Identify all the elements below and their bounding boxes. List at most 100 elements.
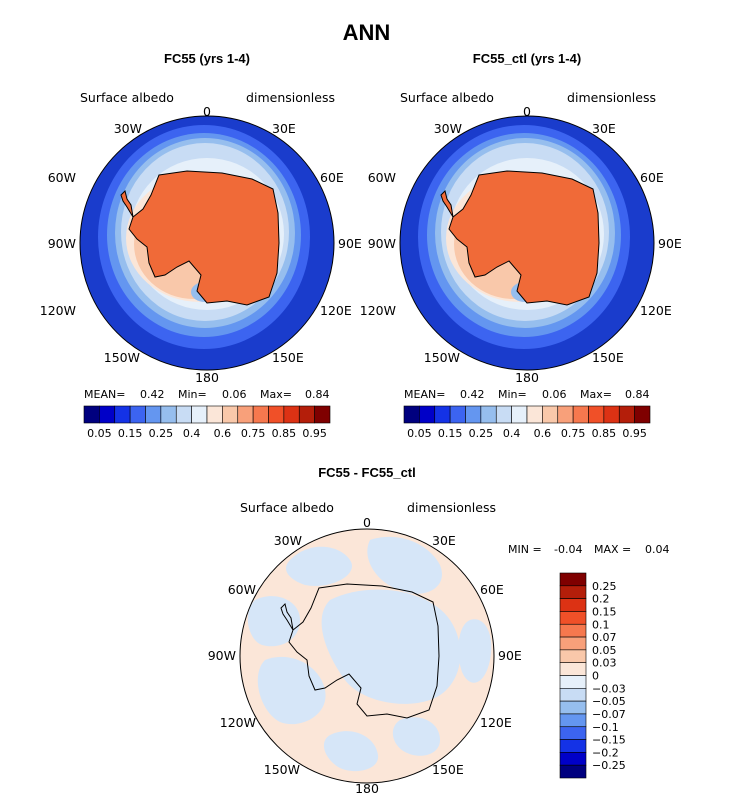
colorbar-tick-label: 0.15: [592, 605, 617, 618]
lon-label: 120W: [360, 303, 396, 318]
colorbar-tick-label: 0.4: [503, 427, 521, 440]
lon-label: 150W: [104, 350, 140, 365]
colorbar-tick-label: −0.2: [592, 746, 619, 759]
max-value: 0.84: [625, 388, 650, 401]
map-boundary: [79, 115, 335, 371]
negative-patch: [367, 536, 442, 594]
lon-label: 0: [363, 515, 371, 530]
colorbar-swatch: [403, 405, 420, 424]
colorbar-tick-label: 0.95: [302, 427, 327, 440]
negative-patch: [392, 717, 440, 756]
colorbar-swatch: [511, 405, 528, 424]
colorbar-tick-label: 0.07: [592, 631, 617, 644]
map-field: [240, 529, 494, 783]
colorbar-swatch: [559, 598, 587, 612]
colorbar-swatch: [419, 405, 436, 424]
colorbar-swatch: [129, 405, 146, 424]
mean-label: MEAN=: [84, 388, 125, 401]
colorbar-tick-label: 0.2: [592, 593, 610, 606]
colorbar-swatch: [449, 405, 466, 424]
colorbar-tick-label: −0.03: [592, 682, 626, 695]
colorbar-swatch: [559, 688, 587, 702]
colorbar-tick-label: −0.15: [592, 734, 626, 747]
panel-title: FC55_ctl (yrs 1-4): [473, 51, 581, 66]
lon-label: 60W: [48, 170, 76, 185]
colorbar-tick-label: 0.6: [214, 427, 232, 440]
lon-label: 150E: [592, 350, 624, 365]
colorbar-tick-label: 0.6: [534, 427, 552, 440]
colorbar-swatch: [222, 405, 239, 424]
colorbar-tick-label: 0.85: [592, 427, 617, 440]
colorbar-tick-label: 0.05: [87, 427, 112, 440]
colorbar-swatch: [298, 405, 315, 424]
map-boundary: [399, 115, 655, 371]
colorbar-tick-label: 0.95: [622, 427, 647, 440]
negative-patch: [321, 589, 461, 704]
colorbar-swatch: [99, 405, 116, 424]
colorbar-swatch: [559, 662, 587, 676]
colorbar-swatch: [559, 713, 587, 728]
lon-label: 120E: [320, 303, 352, 318]
lon-label: 150E: [432, 762, 464, 777]
lon-label: 30E: [592, 121, 616, 136]
lon-label: 150W: [424, 350, 460, 365]
lon-label: 120W: [40, 303, 76, 318]
stats-line: MIN = -0.04 MAX = 0.04: [508, 543, 670, 556]
lon-label: 60E: [640, 170, 664, 185]
lon-label: 30E: [272, 121, 296, 136]
min-value: 0.06: [222, 388, 247, 401]
lon-label: 30E: [432, 533, 456, 548]
mean-label: MEAN=: [404, 388, 445, 401]
colorbar: 0.250.20.150.10.070.050.030−0.03−0.05−0.…: [559, 572, 626, 779]
colorbar-swatch: [559, 585, 587, 599]
lon-label: 180: [515, 370, 539, 385]
lon-label: 30W: [434, 121, 462, 136]
colorbar-swatch: [206, 405, 223, 424]
colorbar-swatch: [559, 675, 587, 689]
lon-label: 90W: [208, 648, 236, 663]
colorbar-swatch: [588, 405, 605, 424]
max-label: Max=: [580, 388, 612, 401]
lon-label: 150E: [272, 350, 304, 365]
colorbar-swatch: [175, 405, 192, 424]
lon-label: 60E: [480, 582, 504, 597]
colorbar-swatch: [572, 405, 589, 424]
negative-patch: [323, 731, 379, 772]
stats-line: MEAN= 0.42 Min= 0.06 Max= 0.84: [404, 388, 650, 401]
colorbar-tick-label: 0: [592, 670, 599, 683]
negative-patches: [247, 536, 492, 772]
colorbar-swatch: [559, 611, 587, 625]
colorbar-tick-label: −0.25: [592, 759, 626, 772]
variable-label: Surface albedo: [80, 90, 174, 105]
colorbar-swatch: [634, 405, 651, 424]
colorbar-tick-label: 0.1: [592, 618, 610, 631]
colorbar-swatch: [83, 405, 100, 424]
lon-label: 90E: [338, 236, 362, 251]
lon-label: 0: [203, 104, 211, 119]
variable-label: Surface albedo: [240, 500, 334, 515]
max-value: 0.84: [305, 388, 330, 401]
min-label: Min=: [178, 388, 207, 401]
panel-fc55: FC55 (yrs 1-4) Surface albedo dimensionl…: [40, 51, 362, 440]
colorbar-swatch: [495, 405, 512, 424]
max-label: MAX =: [594, 543, 631, 556]
colorbar-swatch: [526, 405, 543, 424]
lon-label: 0: [523, 104, 531, 119]
colorbar-swatch: [145, 405, 162, 424]
colorbar: 0.05 0.15 0.25 0.4 0.6 0.75 0.85 0.95: [83, 405, 331, 440]
max-value: 0.04: [645, 543, 670, 556]
units-label: dimensionless: [407, 500, 496, 515]
panel-fc55-ctl: FC55_ctl (yrs 1-4) Surface albedo dimens…: [360, 51, 682, 440]
variable-label: Surface albedo: [400, 90, 494, 105]
colorbar-swatch: [603, 405, 620, 424]
map-field: [80, 116, 334, 370]
colorbar-tick-label: −0.05: [592, 695, 626, 708]
lon-label: 90E: [658, 236, 682, 251]
colorbar-swatch: [434, 405, 451, 424]
lon-label: 120E: [640, 303, 672, 318]
colorbar-swatch: [114, 405, 131, 424]
lon-label: 90W: [48, 236, 76, 251]
lon-label: 90E: [498, 648, 522, 663]
colorbar-tick-label: 0.25: [149, 427, 174, 440]
